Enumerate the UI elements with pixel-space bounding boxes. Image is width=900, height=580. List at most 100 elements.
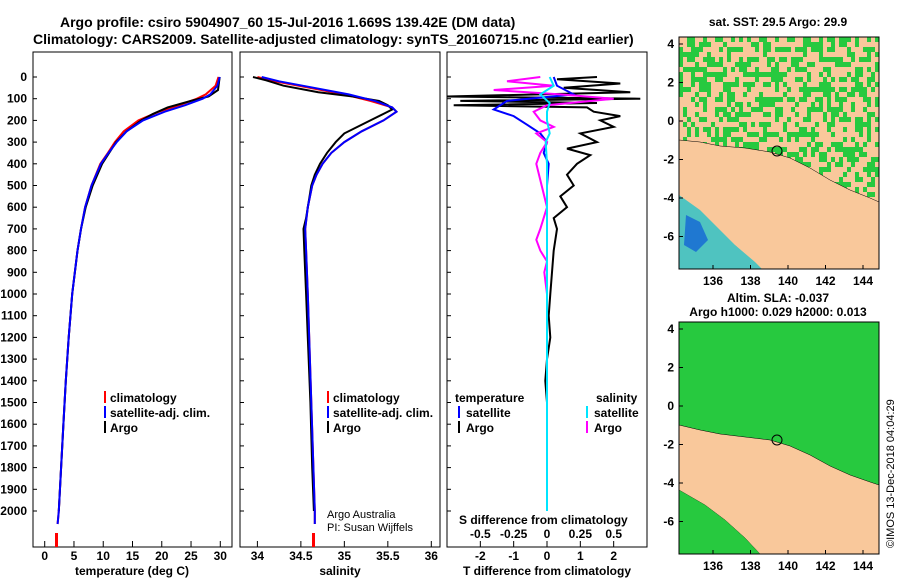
sst-pixel	[691, 72, 695, 77]
sst-pixel	[827, 72, 831, 77]
sst-pixel	[815, 132, 819, 137]
sst-pixel	[807, 72, 811, 77]
sst-pixel	[799, 97, 803, 102]
legend-mark-argo	[327, 421, 329, 433]
difference-legend: temperature satellite Argo salinity sate…	[455, 391, 639, 527]
sst-pixel	[855, 187, 859, 192]
sst-pixel	[871, 87, 875, 92]
sst-pixel	[703, 97, 707, 102]
sst-pixel	[755, 97, 759, 102]
sst-pixel	[855, 117, 859, 122]
sst-pixel	[811, 87, 815, 92]
sst-pixel	[863, 47, 867, 52]
depth-tick-label: 300	[7, 135, 27, 149]
sst-pixel	[799, 47, 803, 52]
sst-pixel	[803, 92, 807, 97]
sst-pixel	[711, 57, 715, 62]
sst-pixel	[783, 57, 787, 62]
sst-pixel	[679, 52, 683, 57]
x-tick-label: 20	[155, 549, 169, 563]
sst-pixel	[867, 132, 871, 137]
sst-pixel	[747, 132, 751, 137]
sst-pixel	[819, 87, 823, 92]
legend-satellite: satellite-adj. clim.	[333, 406, 433, 420]
legend-salinity-title: salinity	[596, 391, 638, 405]
sst-pixel	[863, 107, 867, 112]
sst-pixel	[831, 122, 835, 127]
legend-mark-climatology	[104, 391, 106, 403]
sst-pixel	[679, 77, 683, 82]
sst-pixel	[847, 62, 851, 67]
series-line-argo	[57, 76, 221, 512]
sst-pixel	[851, 87, 855, 92]
sst-pixel	[723, 87, 727, 92]
sst-pixel	[803, 67, 807, 72]
sla-map-ticks: 136 138 140 142 144 4 2 0 -2 -4 -6	[663, 322, 873, 573]
sla-map-title-1: Altim. SLA: -0.037	[727, 291, 829, 305]
sst-pixel	[751, 57, 755, 62]
sst-pixel	[807, 132, 811, 137]
map-x-tick-label: 138	[740, 274, 760, 288]
sst-pixel	[851, 92, 855, 97]
sst-pixel	[755, 132, 759, 137]
sst-pixel	[779, 107, 783, 112]
sst-pixel	[859, 87, 863, 92]
sst-pixel	[803, 87, 807, 92]
sst-pixel	[767, 97, 771, 102]
sst-pixel	[755, 42, 759, 47]
sla-map-title-2: Argo h1000: 0.029 h2000: 0.013	[689, 305, 867, 319]
sst-pixel	[799, 132, 803, 137]
sst-pixel	[867, 122, 871, 127]
sst-pixel	[851, 137, 855, 142]
sst-argo-position	[771, 145, 783, 157]
series-line-argo	[252, 76, 394, 512]
sst-pixel	[779, 72, 783, 77]
sst-pixel	[859, 152, 863, 157]
sst-pixel	[695, 62, 699, 67]
sst-pixel	[755, 67, 759, 72]
sst-pixel	[755, 72, 759, 77]
sst-pixel	[839, 87, 843, 92]
sla-land	[678, 424, 880, 555]
sst-pixel	[703, 57, 707, 62]
x-tick-label: 30	[214, 549, 228, 563]
sst-pixel	[843, 42, 847, 47]
sst-pixel	[803, 132, 807, 137]
sla-argo-position	[771, 434, 783, 446]
sst-pixel	[859, 92, 863, 97]
sst-pixel	[839, 97, 843, 102]
sst-pixel	[775, 82, 779, 87]
sst-pixel	[783, 122, 787, 127]
sst-pixel	[727, 92, 731, 97]
sst-pixel	[719, 97, 723, 102]
sst-pixel	[823, 92, 827, 97]
sst-pixel	[839, 177, 843, 182]
temperature-legend: climatology satellite-adj. clim. Argo	[104, 391, 210, 435]
sst-pixel	[687, 127, 691, 132]
sst-pixel	[823, 117, 827, 122]
sst-pixel	[767, 47, 771, 52]
sst-pixel	[795, 62, 799, 67]
sst-pixel	[679, 62, 683, 67]
sst-pixel	[715, 127, 719, 132]
depth-axis: 0 100 200 300 400 500 600 700 800 900 1000 1100 1200…	[0, 70, 451, 518]
sst-pixel	[851, 147, 855, 152]
sst-pixel	[723, 142, 727, 147]
sst-pixel	[831, 57, 835, 62]
sst-pixel	[871, 47, 875, 52]
sst-pixel	[795, 102, 799, 107]
sst-pixel	[799, 127, 803, 132]
sst-pixel	[787, 37, 791, 42]
sst-pixel	[875, 157, 879, 162]
x-tick-label: 10	[97, 549, 111, 563]
sst-pixel	[851, 152, 855, 157]
sst-pixel	[875, 37, 879, 42]
sst-pixel	[839, 142, 843, 147]
sst-pixel	[707, 52, 711, 57]
sst-pixel	[731, 92, 735, 97]
sst-pixel	[843, 172, 847, 177]
sst-pixel	[715, 62, 719, 67]
sst-pixel	[839, 77, 843, 82]
legend-mark-s-argo	[586, 421, 588, 433]
sst-pixel	[743, 127, 747, 132]
